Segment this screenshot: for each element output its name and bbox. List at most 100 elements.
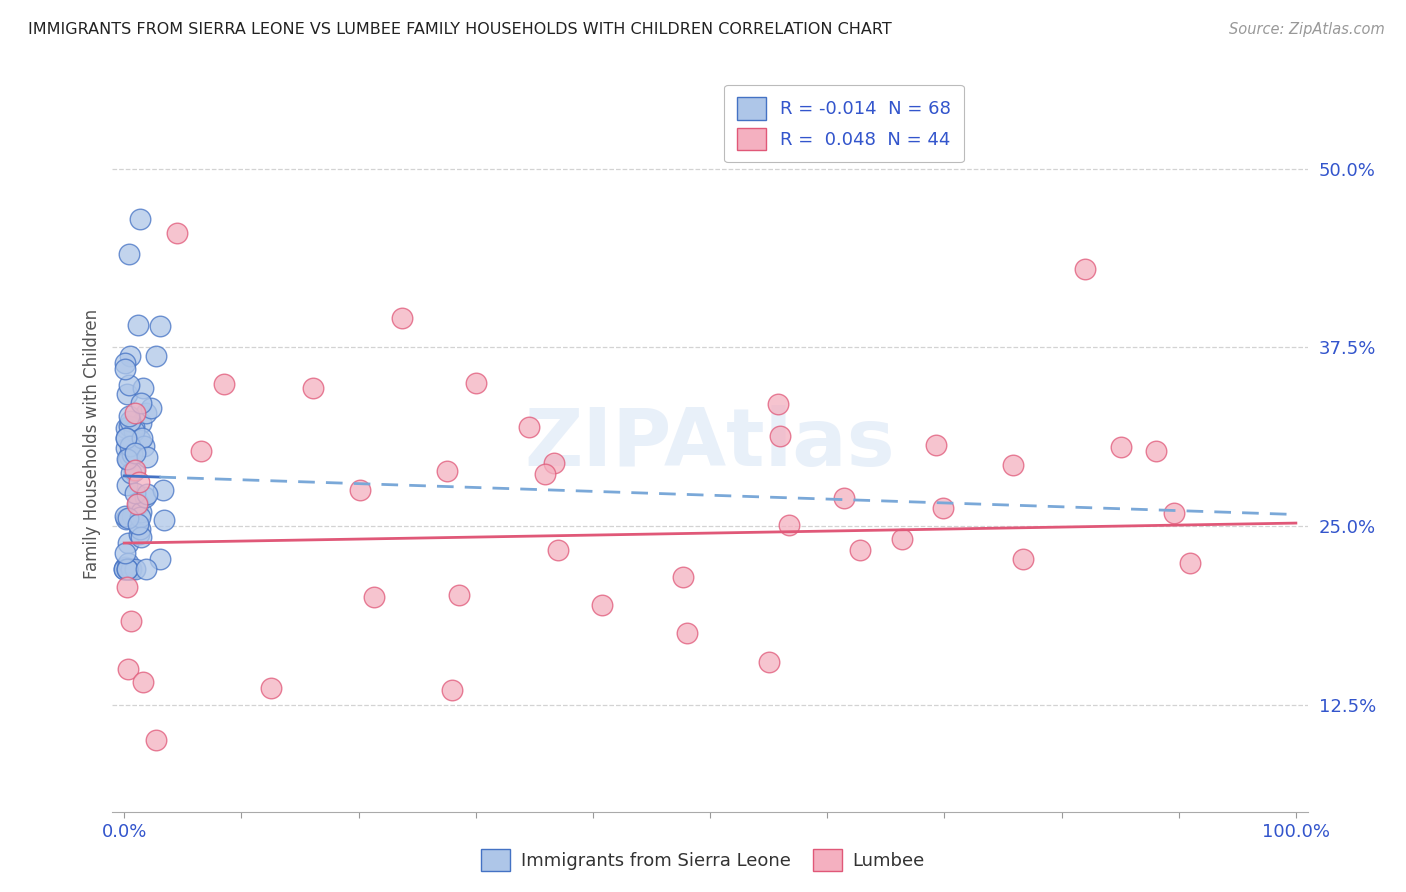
Point bbox=[778, 518, 800, 533]
Point bbox=[118, 449, 141, 463]
Y-axis label: Family Households with Children: Family Households with Children bbox=[83, 309, 101, 579]
Point bbox=[117, 662, 139, 676]
Point bbox=[112, 562, 135, 576]
Point bbox=[118, 409, 141, 424]
Point bbox=[115, 581, 138, 595]
Point bbox=[127, 496, 149, 510]
Point bbox=[1002, 458, 1025, 472]
Point bbox=[120, 349, 142, 363]
Point bbox=[128, 475, 150, 489]
Point bbox=[145, 349, 167, 363]
Point bbox=[122, 419, 145, 434]
Point bbox=[120, 562, 142, 576]
Point bbox=[464, 376, 486, 390]
Point bbox=[129, 509, 152, 524]
Point bbox=[1163, 506, 1185, 520]
Point bbox=[117, 556, 139, 570]
Point bbox=[260, 681, 283, 695]
Point bbox=[115, 421, 138, 435]
Point bbox=[127, 318, 149, 333]
Point bbox=[1074, 261, 1097, 276]
Point bbox=[118, 378, 141, 392]
Point bbox=[128, 522, 150, 536]
Point bbox=[114, 362, 136, 376]
Point bbox=[152, 483, 174, 497]
Point bbox=[114, 356, 136, 370]
Point bbox=[768, 397, 790, 411]
Point bbox=[349, 483, 371, 497]
Legend: R = -0.014  N = 68, R =  0.048  N = 44: R = -0.014 N = 68, R = 0.048 N = 44 bbox=[724, 85, 965, 162]
Point bbox=[117, 247, 139, 261]
Point bbox=[212, 376, 235, 391]
Point bbox=[153, 513, 176, 527]
Point bbox=[1144, 444, 1167, 458]
Point bbox=[114, 559, 136, 574]
Text: Source: ZipAtlas.com: Source: ZipAtlas.com bbox=[1229, 22, 1385, 37]
Point bbox=[121, 509, 143, 524]
Point bbox=[925, 438, 948, 452]
Point bbox=[391, 311, 413, 326]
Point bbox=[145, 733, 167, 747]
Point bbox=[129, 211, 152, 226]
Point bbox=[149, 552, 172, 566]
Point bbox=[132, 382, 155, 396]
Point bbox=[121, 447, 143, 461]
Point bbox=[301, 380, 323, 394]
Point bbox=[115, 431, 138, 445]
Point bbox=[118, 562, 141, 576]
Point bbox=[517, 420, 540, 434]
Point bbox=[131, 431, 153, 445]
Point bbox=[547, 543, 569, 558]
Point bbox=[1012, 552, 1035, 566]
Point bbox=[166, 226, 188, 240]
Point bbox=[114, 508, 136, 523]
Point bbox=[114, 441, 136, 455]
Point bbox=[124, 406, 146, 420]
Point bbox=[436, 464, 458, 478]
Point bbox=[769, 428, 792, 442]
Point bbox=[363, 590, 385, 604]
Point bbox=[124, 445, 146, 459]
Point bbox=[136, 487, 159, 501]
Point bbox=[117, 536, 139, 550]
Point bbox=[932, 501, 955, 516]
Point bbox=[135, 406, 157, 420]
Point bbox=[120, 614, 142, 628]
Point bbox=[129, 396, 152, 410]
Point bbox=[120, 414, 142, 428]
Point bbox=[124, 463, 146, 477]
Text: ZIPAtlas: ZIPAtlas bbox=[524, 405, 896, 483]
Point bbox=[543, 456, 565, 470]
Point bbox=[132, 439, 155, 453]
Point bbox=[832, 491, 855, 505]
Point bbox=[533, 467, 555, 481]
Point bbox=[118, 439, 141, 453]
Point bbox=[117, 562, 139, 576]
Point bbox=[591, 598, 613, 612]
Point bbox=[675, 626, 697, 640]
Point bbox=[114, 512, 136, 526]
Point bbox=[117, 510, 139, 524]
Point bbox=[132, 674, 155, 689]
Point bbox=[114, 546, 136, 560]
Text: IMMIGRANTS FROM SIERRA LEONE VS LUMBEE FAMILY HOUSEHOLDS WITH CHILDREN CORRELATI: IMMIGRANTS FROM SIERRA LEONE VS LUMBEE F… bbox=[28, 22, 891, 37]
Point bbox=[190, 444, 212, 458]
Point bbox=[124, 485, 146, 500]
Point bbox=[120, 466, 142, 480]
Point bbox=[758, 655, 780, 669]
Point bbox=[115, 387, 138, 401]
Point bbox=[112, 562, 135, 576]
Point bbox=[1180, 556, 1202, 570]
Point bbox=[129, 416, 152, 430]
Point bbox=[115, 431, 138, 445]
Point bbox=[117, 562, 139, 576]
Point bbox=[129, 530, 152, 544]
Point bbox=[139, 401, 162, 415]
Point bbox=[149, 318, 172, 333]
Point bbox=[1111, 440, 1133, 454]
Point bbox=[134, 490, 156, 504]
Point bbox=[849, 542, 872, 557]
Point bbox=[441, 683, 464, 698]
Point bbox=[127, 499, 149, 513]
Point bbox=[135, 450, 157, 464]
